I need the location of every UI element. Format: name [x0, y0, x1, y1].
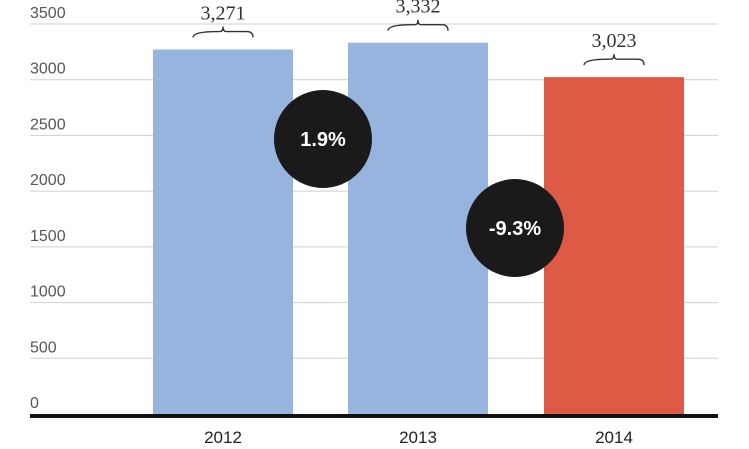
bar-2014 [544, 77, 684, 414]
x-tick-label-2013: 2013 [399, 428, 437, 447]
y-tick-label-500: 500 [30, 339, 57, 356]
y-tick-label-2000: 2000 [30, 172, 66, 189]
y-tick-label-3500: 3500 [30, 5, 66, 22]
change-bubble-label-1: -9.3% [489, 218, 541, 240]
change-bubble-0 [274, 90, 372, 188]
data-label-2013: 3,332 [396, 0, 441, 18]
y-tick-label-1500: 1500 [30, 228, 66, 245]
brace-2014 [583, 54, 645, 66]
change-bubble-label-0: 1.9% [300, 129, 346, 151]
change-bubble-1 [466, 179, 564, 277]
y-tick-label-2500: 2500 [30, 116, 66, 133]
bar-2013 [348, 42, 488, 414]
y-axis-tick-labels: 0 500 1000 1500 2000 2500 3000 3500 [30, 5, 66, 412]
brace-2012 [192, 26, 254, 38]
bar-2012 [153, 49, 293, 414]
data-label-2014: 3,023 [592, 30, 637, 52]
y-tick-label-3000: 3000 [30, 61, 66, 78]
x-tick-label-2012: 2012 [204, 428, 242, 447]
y-tick-label-1000: 1000 [30, 284, 66, 301]
bars [153, 42, 684, 414]
x-axis-category-labels: 2012 2013 2014 [204, 428, 633, 447]
change-bubbles: 1.9% -9.3% [274, 90, 564, 277]
x-tick-label-2014: 2014 [595, 428, 633, 447]
brace-2013 [387, 19, 449, 31]
data-label-2012: 3,271 [201, 3, 246, 25]
y-tick-label-0: 0 [30, 395, 39, 412]
